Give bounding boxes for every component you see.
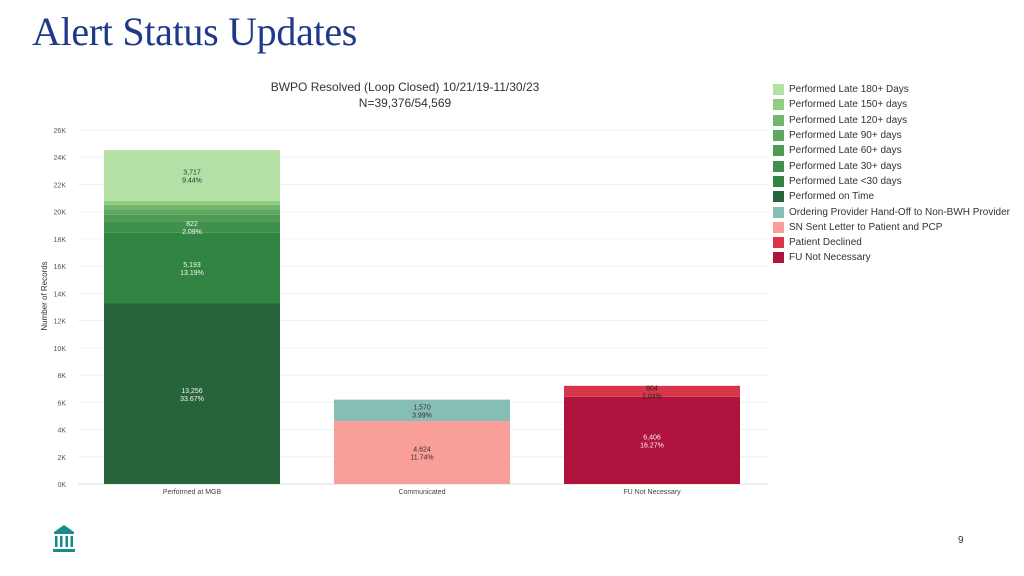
- legend-item: FU Not Necessary: [773, 250, 1010, 265]
- y-tick-label: 18K: [54, 237, 67, 244]
- legend-swatch: [773, 252, 784, 264]
- data-label-percent: 2.09%: [182, 229, 202, 236]
- legend-item: Ordering Provider Hand-Off to Non-BWH Pr…: [773, 204, 1010, 219]
- legend-item: Performed Late 30+ days: [773, 158, 1010, 173]
- legend-item: SN Sent Letter to Patient and PCP: [773, 220, 1010, 235]
- y-tick-label: 24K: [54, 155, 67, 162]
- data-label-value: 13,256: [181, 388, 203, 395]
- y-tick-label: 12K: [54, 319, 67, 326]
- page-number: 9: [958, 535, 964, 546]
- bar-segment: [104, 209, 280, 215]
- legend-swatch: [773, 191, 784, 203]
- y-tick-label: 16K: [54, 264, 67, 271]
- legend-item: Performed Late 120+ days: [773, 113, 1010, 128]
- bars: [104, 150, 740, 484]
- data-label-percent: 33.67%: [180, 396, 204, 403]
- legend-item: Performed Late 150+ days: [773, 97, 1010, 112]
- legend-item: Performed on Time: [773, 189, 1010, 204]
- legend-swatch: [773, 175, 784, 187]
- legend-swatch: [773, 160, 784, 172]
- x-category-label: Performed at MGB: [163, 489, 222, 496]
- data-label-percent: 11.74%: [410, 455, 433, 462]
- legend-label: Patient Declined: [789, 237, 862, 249]
- legend-swatch: [773, 114, 784, 126]
- bar-segment: [104, 214, 280, 222]
- data-label-value: 5,193: [183, 262, 201, 269]
- y-tick-label: 10K: [54, 346, 67, 353]
- legend-label: Performed Late <30 days: [789, 175, 902, 187]
- y-tick-label: 20K: [54, 210, 67, 217]
- data-label-value: 822: [186, 221, 198, 228]
- legend-item: Performed Late 180+ Days: [773, 82, 1010, 97]
- data-label-percent: 3.99%: [412, 412, 432, 419]
- legend-label: Performed on Time: [789, 191, 875, 203]
- data-label-percent: 2.04%: [642, 393, 662, 400]
- legend-swatch: [773, 221, 784, 233]
- x-category-label: FU Not Necessary: [623, 489, 681, 496]
- bar-segment: [104, 232, 280, 304]
- legend-label: FU Not Necessary: [789, 252, 871, 264]
- legend-label: Performed Late 120+ days: [789, 114, 908, 126]
- bar-segment: [104, 150, 280, 201]
- y-tick-label: 14K: [54, 291, 67, 298]
- legend-label: Ordering Provider Hand-Off to Non-BWH Pr…: [789, 206, 1011, 218]
- bar-segment: [104, 204, 280, 210]
- data-label-value: 1,570: [413, 404, 431, 411]
- bar-segment: [104, 200, 280, 205]
- x-axis: Performed at MGB Communicated FU Not Neces…: [163, 489, 681, 496]
- legend-label: Performed Late 180+ Days: [789, 84, 909, 96]
- y-tick-label: 26K: [54, 128, 67, 135]
- data-label-value: 804: [646, 385, 658, 392]
- legend-label: Performed Late 150+ days: [789, 99, 908, 111]
- y-axis-title: Number of Records: [40, 261, 49, 330]
- y-tick-label: 6K: [57, 400, 66, 407]
- legend-swatch: [773, 84, 784, 96]
- data-label-value: 3,717: [183, 169, 201, 176]
- chart-title-block: BWPO Resolved (Loop Closed) 10/21/19-11/…: [240, 79, 570, 111]
- legend-swatch: [773, 130, 784, 142]
- data-label-value: 6,406: [643, 434, 661, 441]
- x-category-label: Communicated: [398, 489, 445, 496]
- legend-label: Performed Late 30+ days: [789, 160, 902, 172]
- legend-swatch: [773, 145, 784, 157]
- y-tick-label: 8K: [57, 373, 66, 380]
- bar-segment: [564, 385, 740, 397]
- legend-label: SN Sent Letter to Patient and PCP: [789, 221, 943, 233]
- legend-label: Performed Late 90+ days: [789, 130, 902, 142]
- data-label-percent: 16.27%: [640, 442, 664, 449]
- legend-item: Performed Late 60+ days: [773, 143, 1010, 158]
- y-tick-label: 2K: [57, 455, 66, 462]
- bar-segment: [104, 303, 280, 484]
- chart-title: BWPO Resolved (Loop Closed) 10/21/19-11/…: [270, 80, 540, 94]
- data-label-percent: 13.19%: [180, 270, 204, 277]
- bar-segment: [104, 221, 280, 233]
- bar-segment: [564, 396, 740, 484]
- legend-swatch: [773, 237, 784, 249]
- bar-segment: [334, 399, 510, 422]
- legend-item: Performed Late 90+ days: [773, 128, 1010, 143]
- y-tick-label: 22K: [54, 182, 67, 189]
- legend-item: Performed Late <30 days: [773, 174, 1010, 189]
- legend-swatch: [773, 206, 784, 218]
- legend-item: Patient Declined: [773, 235, 1010, 250]
- chart-legend: Performed Late 180+ Days Performed Late 1…: [773, 82, 1010, 266]
- y-tick-label: 4K: [57, 428, 66, 435]
- data-label-value: 4,624: [413, 447, 431, 454]
- slide-title: Alert Status Updates: [32, 9, 358, 54]
- y-axis: 0K 2K 4K 6K 8K 10K 12K 14K 16K 18K 20K 22K 24K 26K: [54, 128, 67, 489]
- bar-segment: [334, 421, 510, 484]
- data-label-percent: 9.44%: [182, 177, 202, 184]
- y-tick-label: 0K: [57, 482, 66, 489]
- legend-label: Performed Late 60+ days: [789, 145, 902, 157]
- hospital-building-icon: [52, 523, 76, 557]
- legend-swatch: [773, 99, 784, 111]
- chart-subtitle: N=39,376/54,569: [358, 96, 452, 110]
